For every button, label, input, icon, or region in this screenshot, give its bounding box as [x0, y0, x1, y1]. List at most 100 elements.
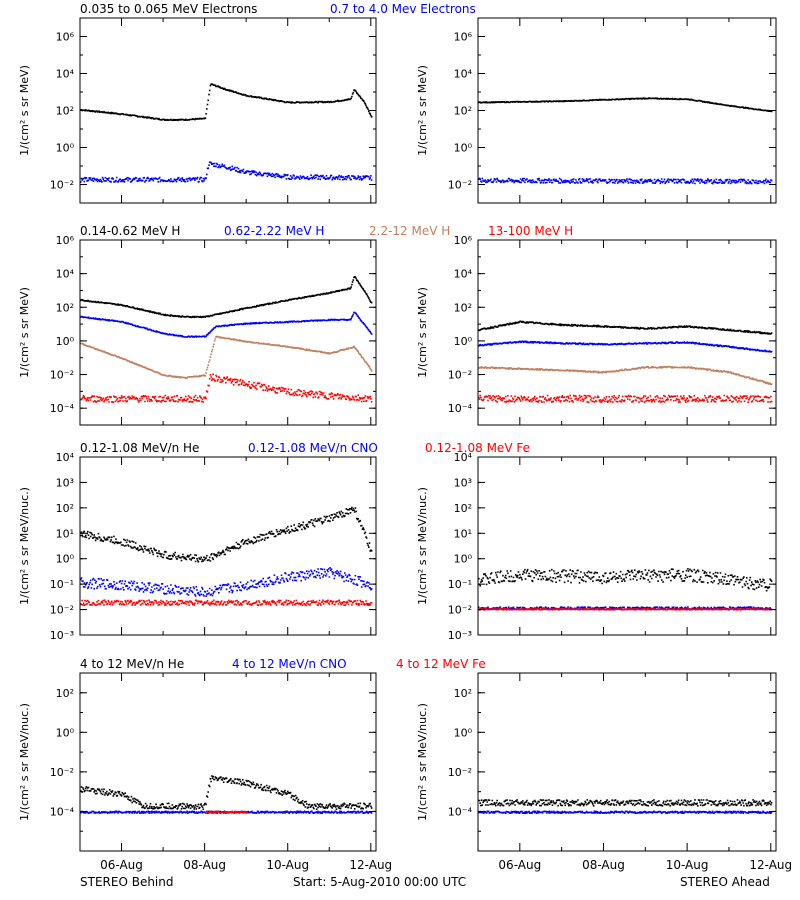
- y-tick-label: 10⁰: [454, 726, 473, 739]
- series-1-points: [80, 506, 373, 563]
- y-tick-label: 10²: [454, 105, 472, 118]
- series-1-points: [80, 83, 373, 122]
- legend-entry: 0.035 to 0.065 MeV Electrons: [80, 2, 257, 16]
- series-3-points: [204, 810, 248, 814]
- y-tick-label: 10⁻²: [50, 369, 74, 382]
- y-tick-label: 10²: [56, 301, 74, 314]
- y-tick-label: 10⁶: [56, 234, 75, 247]
- legend-entry: 0.12-1.08 MeV Fe: [425, 441, 530, 455]
- series-4-points: [478, 394, 773, 403]
- plot-frame: [79, 239, 377, 426]
- legend-entry: 0.7 to 4.0 Mev Electrons: [330, 2, 476, 16]
- series-3-points: [478, 365, 773, 386]
- series-3-points: [478, 608, 773, 611]
- y-tick-label: 10⁶: [454, 31, 473, 44]
- y-tick-label: 10³: [454, 476, 472, 489]
- plot-frame: [477, 672, 777, 852]
- x-tick-label: 12-Aug: [349, 858, 392, 872]
- y-tick-label: 10⁰: [454, 553, 473, 566]
- legend-entry: 0.14-0.62 MeV H: [80, 224, 180, 238]
- y-tick-label: 10⁻⁴: [448, 805, 473, 818]
- x-tick-label: 10-Aug: [666, 858, 709, 872]
- legend-entry: 13-100 MeV H: [488, 224, 573, 238]
- y-tick-label: 10⁴: [56, 68, 75, 81]
- y-tick-label: 10⁻²: [448, 604, 472, 617]
- y-tick-label: 10⁻²: [50, 604, 74, 617]
- x-tick-label: 08-Aug: [582, 858, 625, 872]
- panel-behind-row2: 10⁶ 10⁴ 10² 10⁰ 10⁻² 10⁻⁴ 1/(cm² s sr MeV) 0.14…: [18, 224, 573, 426]
- panel-behind-row4: 10² 10⁰ 10⁻² 10⁻⁴ 1/(cm² s sr MeV/nuc.) 4 to …: [18, 657, 486, 872]
- y-axis-label: 1/(cm² s sr MeV): [18, 287, 31, 378]
- y-axis-label: 1/(cm² s sr MeV/nuc.): [18, 487, 31, 605]
- legend-entry: 4 to 12 MeV Fe: [396, 657, 486, 671]
- y-tick-label: 10⁻²: [448, 369, 472, 382]
- y-axis-label: 1/(cm² s sr MeV): [416, 287, 429, 378]
- series-2-points: [478, 177, 773, 185]
- x-tick-label: 12-Aug: [749, 858, 792, 872]
- y-tick-label: 10⁻⁴: [50, 402, 75, 415]
- series-1-points: [478, 97, 773, 113]
- panel-ahead-row1: 10⁶ 10⁴ 10² 10⁰ 10⁻² 1/(cm² s sr MeV): [416, 17, 777, 204]
- y-tick-label: 10⁴: [454, 68, 473, 81]
- data-points: [80, 775, 373, 814]
- y-tick-label: 10⁻³: [50, 629, 74, 642]
- y-tick-label: 10⁻¹: [50, 578, 74, 591]
- series-2-points: [80, 567, 373, 597]
- series-3-points: [80, 599, 373, 607]
- plot-frame: [477, 239, 777, 426]
- y-axis-label: 1/(cm² s sr MeV/nuc.): [416, 487, 429, 605]
- footer-left-label: STEREO Behind: [80, 875, 174, 889]
- y-tick-label: 10⁶: [56, 31, 75, 44]
- y-tick-label: 10²: [56, 105, 74, 118]
- y-tick-label: 10⁰: [454, 335, 473, 348]
- panel-ahead-row4: 10² 10⁰ 10⁻² 10⁻⁴ 1/(cm² s sr MeV/nuc.) 06-Au…: [416, 672, 792, 872]
- y-tick-label: 10⁰: [56, 142, 75, 155]
- y-axis-label: 1/(cm² s sr MeV): [18, 65, 31, 156]
- y-tick-label: 10⁻²: [50, 766, 74, 779]
- footer-right-label: STEREO Ahead: [680, 875, 770, 889]
- plot-frame: [477, 456, 777, 636]
- series-1-points: [478, 568, 773, 592]
- plot-frame: [79, 456, 377, 636]
- series-1-points: [478, 799, 773, 807]
- x-tick-label: 06-Aug: [498, 858, 541, 872]
- data-points: [80, 83, 373, 183]
- y-tick-label: 10⁻³: [448, 629, 472, 642]
- y-tick-label: 10²: [454, 301, 472, 314]
- y-tick-label: 10⁻⁴: [50, 805, 75, 818]
- y-tick-label: 10⁻¹: [448, 578, 472, 591]
- series-1-points: [478, 320, 773, 335]
- x-tick-label: 06-Aug: [100, 858, 143, 872]
- y-tick-label: 10⁰: [56, 553, 75, 566]
- legend-entry: 4 to 12 MeV/n He: [80, 657, 184, 671]
- y-tick-label: 10⁴: [454, 268, 473, 281]
- legend-entry: 4 to 12 MeV/n CNO: [232, 657, 347, 671]
- data-points: [478, 568, 773, 611]
- panels-group: 10⁶ 10⁴ 10² 10⁰ 10⁻² 1/(cm² s sr MeV) 0.035 to…: [18, 2, 792, 872]
- series-2-points: [478, 340, 773, 353]
- y-tick-label: 10²: [56, 687, 74, 700]
- series-2-points: [478, 810, 773, 814]
- plot-frame: [79, 672, 377, 852]
- y-axis-label: 1/(cm² s sr MeV/nuc.): [416, 703, 429, 821]
- y-tick-label: 10⁻⁴: [448, 402, 473, 415]
- x-tick-label: 08-Aug: [183, 858, 226, 872]
- y-tick-label: 10²: [454, 687, 472, 700]
- y-tick-label: 10⁰: [454, 142, 473, 155]
- data-points: [478, 320, 773, 403]
- panel-ahead-row2: 10⁶ 10⁴ 10² 10⁰ 10⁻² 10⁻⁴ 1/(cm² s sr MeV): [416, 234, 777, 426]
- y-tick-label: 10¹: [56, 527, 74, 540]
- legend-entry: 0.12-1.08 MeV/n He: [80, 441, 199, 455]
- panel-behind-row1: 10⁶ 10⁴ 10² 10⁰ 10⁻² 1/(cm² s sr MeV) 0.035 to…: [18, 2, 476, 204]
- y-tick-label: 10¹: [454, 527, 472, 540]
- legend-entry: 0.62-2.22 MeV H: [224, 224, 324, 238]
- legend-entry: 0.12-1.08 MeV/n CNO: [248, 441, 378, 455]
- y-tick-label: 10⁴: [56, 268, 75, 281]
- panel-behind-row3: 10⁴ 10³ 10² 10¹ 10⁰ 10⁻¹ 10⁻² 10⁻³ 1/(cm² s sr M…: [18, 441, 530, 642]
- series-2-points: [80, 311, 373, 338]
- x-tick-label: 10-Aug: [266, 858, 309, 872]
- y-tick-label: 10⁻²: [50, 179, 74, 192]
- panel-ahead-row3: 10⁴ 10³ 10² 10¹ 10⁰ 10⁻¹ 10⁻² 10⁻³ 1/(cm² s sr M…: [416, 451, 777, 642]
